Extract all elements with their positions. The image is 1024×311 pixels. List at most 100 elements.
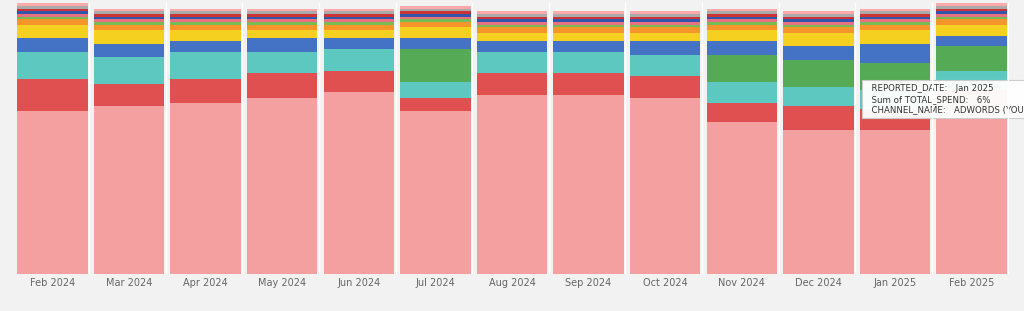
Bar (936, 17, 1007, 19)
Bar (17, 11, 88, 14)
Bar (400, 111, 471, 274)
Bar (247, 17, 317, 19)
Bar (630, 14, 700, 17)
Bar (400, 81, 471, 98)
Bar (170, 22, 241, 25)
Bar (94, 19, 164, 22)
Bar (477, 11, 547, 14)
Bar (860, 90, 930, 109)
Bar (936, 3, 1007, 6)
Bar (783, 87, 854, 106)
Bar (400, 6, 471, 8)
Bar (17, 6, 88, 8)
Bar (707, 14, 777, 17)
Bar (477, 52, 547, 73)
Bar (936, 25, 1007, 35)
Bar (17, 79, 88, 111)
Bar (247, 14, 317, 17)
Bar (477, 14, 547, 17)
Bar (400, 22, 471, 27)
Bar (553, 33, 624, 41)
Bar (783, 33, 854, 46)
Bar (860, 109, 930, 130)
Bar (247, 19, 317, 22)
Bar (400, 17, 471, 19)
Bar (860, 19, 930, 22)
Bar (400, 11, 471, 14)
Bar (247, 38, 317, 52)
Bar (17, 25, 88, 38)
Bar (94, 11, 164, 14)
Bar (324, 8, 394, 11)
Bar (94, 17, 164, 19)
Bar (860, 30, 930, 44)
Bar (477, 41, 547, 52)
Bar (324, 17, 394, 19)
Bar (783, 11, 854, 14)
Bar (936, 19, 1007, 25)
Bar (936, 14, 1007, 17)
Bar (477, 95, 547, 274)
Bar (94, 22, 164, 25)
Bar (630, 41, 700, 54)
Bar (170, 8, 241, 11)
Bar (477, 25, 547, 27)
Bar (17, 14, 88, 17)
Bar (94, 8, 164, 11)
Bar (783, 14, 854, 17)
Bar (477, 19, 547, 22)
Bar (553, 19, 624, 22)
Bar (553, 73, 624, 95)
Bar (630, 19, 700, 22)
Bar (783, 25, 854, 27)
Bar (170, 19, 241, 22)
Bar (783, 106, 854, 130)
Text: REPORTED_DATE:   Jan 2025
  Sum of TOTAL_SPEND:   6%
  CHANNEL_NAME:   ADWORDS (: REPORTED_DATE: Jan 2025 Sum of TOTAL_SPE… (866, 84, 1024, 114)
Bar (477, 17, 547, 19)
Bar (170, 11, 241, 14)
Bar (17, 17, 88, 19)
Bar (630, 11, 700, 14)
Bar (94, 30, 164, 44)
Bar (324, 38, 394, 49)
Bar (324, 14, 394, 17)
Bar (94, 14, 164, 17)
Bar (247, 73, 317, 98)
Bar (707, 30, 777, 41)
Bar (783, 46, 854, 60)
Bar (707, 54, 777, 81)
Bar (553, 27, 624, 33)
Bar (170, 52, 241, 79)
Bar (936, 6, 1007, 8)
Bar (707, 122, 777, 274)
Bar (247, 25, 317, 30)
Bar (170, 17, 241, 19)
Bar (707, 17, 777, 19)
Bar (400, 38, 471, 49)
Bar (707, 25, 777, 30)
Bar (936, 8, 1007, 11)
Bar (553, 52, 624, 73)
Bar (630, 22, 700, 25)
Bar (17, 38, 88, 52)
Bar (170, 14, 241, 17)
Bar (936, 11, 1007, 14)
Bar (170, 30, 241, 41)
Bar (860, 8, 930, 11)
Bar (94, 84, 164, 106)
Bar (477, 27, 547, 33)
Bar (17, 52, 88, 79)
Bar (17, 19, 88, 25)
Bar (324, 71, 394, 92)
Bar (324, 19, 394, 22)
Bar (324, 11, 394, 14)
Bar (170, 41, 241, 52)
Bar (707, 41, 777, 54)
Bar (17, 3, 88, 6)
Bar (707, 103, 777, 122)
Bar (477, 33, 547, 41)
Bar (936, 46, 1007, 71)
Bar (860, 63, 930, 90)
Bar (860, 130, 930, 274)
Bar (400, 8, 471, 11)
